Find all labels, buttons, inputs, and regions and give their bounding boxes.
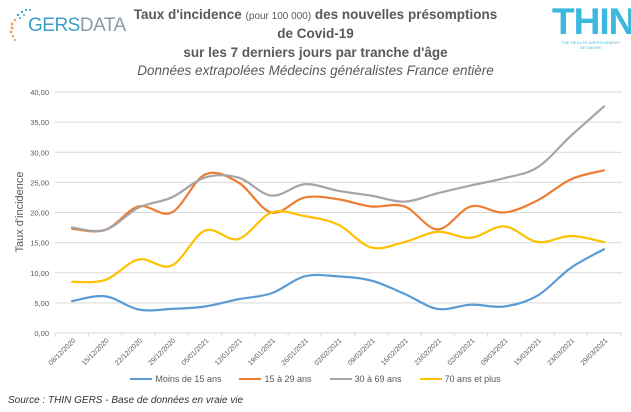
x-tick-label: 08/12/2020 [48,337,78,367]
legend-label: 70 ans et plus [444,374,501,384]
y-tick-label: 5,00 [34,299,49,308]
y-tick-label: 30,00 [30,148,49,157]
y-tick-label: 0,00 [34,329,49,338]
legend-swatch [329,378,352,380]
x-tick-label: 05/01/2021 [181,337,211,367]
y-tick-label: 25,00 [30,178,49,187]
legend-label: Moins de 15 ans [155,374,222,384]
gersdata-wordmark: GERSDATA [28,15,126,36]
legend-swatch [419,378,442,380]
x-tick-label: 02/02/2021 [314,337,344,367]
chart-subtitle: Données extrapolées Médecins généraliste… [137,63,494,78]
x-tick-label: 29/12/2020 [147,337,177,367]
legend-label: 30 à 69 ans [354,374,402,384]
x-tick-label: 23/02/2021 [413,337,443,367]
x-tick-label: 09/03/2021 [480,337,510,367]
series-line-70-ans-et-plus [70,210,606,284]
x-tick-label: 23/03/2021 [546,337,576,367]
x-tick-label: 29/03/2021 [580,337,610,367]
gersdata-logo: GERSDATA [6,6,136,46]
x-tick-label: 12/01/2021 [214,337,244,367]
legend-swatch [239,378,262,380]
series-line-moins-de-15-ans [70,248,606,312]
source-note: Source : THIN GERS - Base de données en … [8,395,244,406]
y-tick-label: 10,00 [30,269,49,278]
thin-tagline: THE HEALTH IMPROVEMENT NETWORK [561,40,621,50]
y-tick-label: 15,00 [30,239,49,248]
y-axis-label: Taux d'incidence [14,172,26,253]
y-tick-label: 35,00 [30,118,49,127]
x-tick-label: 26/01/2021 [280,337,310,367]
legend-item-15-a-29-ans: 15 à 29 ans [239,374,312,384]
x-tick-label: 09/02/2021 [347,337,377,367]
series-line-15-a-29-ans [70,169,606,233]
x-tick-label: 16/02/2021 [380,337,410,367]
legend-swatch [130,378,153,380]
chart-title-line-3: sur les 7 derniers jours par tranche d'â… [183,45,448,60]
chart-title-line-1: Taux d'incidence (pour 100 000) des nouv… [133,7,498,22]
thin-logo: THIN THE HEALTH IMPROVEMENT NETWORK [552,1,631,50]
legend-item-moins-de-15-ans: Moins de 15 ans [130,374,221,384]
y-tick-label: 20,00 [30,209,49,218]
gersdata-dots-icon [9,8,31,42]
thin-wordmark: THIN [552,1,631,42]
x-tick-label: 19/01/2021 [247,337,277,367]
legend-item-70-ans-et-plus: 70 ans et plus [419,374,501,384]
x-tick-label: 02/03/2021 [447,337,477,367]
chart-title-line-2: de Covid-19 [277,26,354,41]
x-tick-label: 15/03/2021 [513,337,543,367]
x-tick-label: 15/12/2020 [81,337,111,367]
legend-item-30-a-69-ans: 30 à 69 ans [329,374,402,384]
x-tick-label: 22/12/2020 [114,337,144,367]
legend-label: 15 à 29 ans [264,374,312,384]
series-line-30-a-69-ans [70,105,606,233]
chart-legend: Moins de 15 ans 15 à 29 ans 30 à 69 ans 70 … [0,374,631,384]
y-tick-label: 40,00 [30,88,49,97]
